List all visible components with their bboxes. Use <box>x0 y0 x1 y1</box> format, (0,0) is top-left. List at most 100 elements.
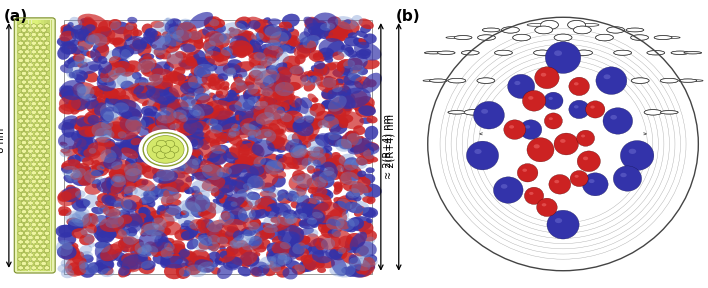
Ellipse shape <box>315 63 330 76</box>
Ellipse shape <box>93 225 116 242</box>
Ellipse shape <box>135 242 152 254</box>
Ellipse shape <box>644 110 662 115</box>
Ellipse shape <box>187 239 198 249</box>
Ellipse shape <box>265 29 282 46</box>
Ellipse shape <box>141 63 164 77</box>
Ellipse shape <box>230 35 249 52</box>
Ellipse shape <box>216 87 228 98</box>
Ellipse shape <box>101 181 117 192</box>
Ellipse shape <box>58 119 76 130</box>
Ellipse shape <box>310 104 318 111</box>
Ellipse shape <box>90 49 102 63</box>
Ellipse shape <box>164 67 171 73</box>
Ellipse shape <box>348 54 368 71</box>
Ellipse shape <box>85 166 103 178</box>
Ellipse shape <box>253 126 268 139</box>
Ellipse shape <box>332 85 343 92</box>
Ellipse shape <box>285 193 297 202</box>
Ellipse shape <box>169 24 187 37</box>
Ellipse shape <box>350 75 362 84</box>
Ellipse shape <box>63 25 74 33</box>
Ellipse shape <box>350 232 367 250</box>
Ellipse shape <box>333 186 343 195</box>
Ellipse shape <box>202 38 224 54</box>
Ellipse shape <box>304 81 315 92</box>
Ellipse shape <box>285 118 303 133</box>
Ellipse shape <box>266 242 285 256</box>
Ellipse shape <box>328 16 341 26</box>
Ellipse shape <box>448 78 466 83</box>
Ellipse shape <box>341 91 355 104</box>
Ellipse shape <box>59 41 77 55</box>
Ellipse shape <box>206 114 222 126</box>
Ellipse shape <box>227 226 239 232</box>
Ellipse shape <box>78 86 94 99</box>
Ellipse shape <box>329 247 348 260</box>
Ellipse shape <box>326 209 347 226</box>
Ellipse shape <box>144 241 156 252</box>
Ellipse shape <box>158 186 179 203</box>
Ellipse shape <box>501 184 508 189</box>
Ellipse shape <box>360 103 373 115</box>
Ellipse shape <box>228 211 244 219</box>
Ellipse shape <box>244 88 261 104</box>
Ellipse shape <box>87 262 100 273</box>
Ellipse shape <box>661 78 678 83</box>
Ellipse shape <box>279 22 287 27</box>
Ellipse shape <box>258 26 277 40</box>
Ellipse shape <box>256 129 276 144</box>
Ellipse shape <box>237 196 248 206</box>
Ellipse shape <box>329 228 338 234</box>
Ellipse shape <box>150 31 162 39</box>
Ellipse shape <box>227 101 242 112</box>
Ellipse shape <box>358 18 374 29</box>
Ellipse shape <box>362 73 382 93</box>
Ellipse shape <box>247 141 256 147</box>
Ellipse shape <box>190 219 205 231</box>
Text: (a): (a) <box>4 9 28 24</box>
Ellipse shape <box>222 188 233 196</box>
Ellipse shape <box>117 260 127 268</box>
Ellipse shape <box>76 198 89 209</box>
Ellipse shape <box>315 135 330 146</box>
Ellipse shape <box>188 103 205 119</box>
Ellipse shape <box>156 95 165 102</box>
Ellipse shape <box>576 109 593 116</box>
Ellipse shape <box>156 170 166 177</box>
Ellipse shape <box>79 126 98 137</box>
Ellipse shape <box>183 30 203 55</box>
Ellipse shape <box>236 40 244 47</box>
Ellipse shape <box>300 228 314 235</box>
Ellipse shape <box>191 190 203 199</box>
Ellipse shape <box>277 157 298 169</box>
Ellipse shape <box>341 130 360 149</box>
Ellipse shape <box>324 102 342 109</box>
Ellipse shape <box>351 15 362 26</box>
Ellipse shape <box>59 225 74 237</box>
Ellipse shape <box>153 170 178 184</box>
Ellipse shape <box>171 258 176 263</box>
Ellipse shape <box>353 143 365 151</box>
Ellipse shape <box>84 110 104 125</box>
Ellipse shape <box>101 149 117 163</box>
Ellipse shape <box>292 242 307 254</box>
Ellipse shape <box>247 45 258 59</box>
Ellipse shape <box>118 58 130 70</box>
Ellipse shape <box>113 103 129 113</box>
Ellipse shape <box>261 228 275 238</box>
Ellipse shape <box>291 154 303 161</box>
Ellipse shape <box>133 241 142 255</box>
Ellipse shape <box>132 260 139 266</box>
Ellipse shape <box>192 103 205 111</box>
Ellipse shape <box>171 114 182 123</box>
Ellipse shape <box>259 256 276 269</box>
Ellipse shape <box>290 228 297 234</box>
Ellipse shape <box>222 257 234 264</box>
Ellipse shape <box>632 78 649 84</box>
Ellipse shape <box>82 20 97 29</box>
Ellipse shape <box>251 122 263 135</box>
Ellipse shape <box>62 90 81 104</box>
Ellipse shape <box>321 189 331 197</box>
Ellipse shape <box>149 112 156 117</box>
Ellipse shape <box>345 131 357 140</box>
